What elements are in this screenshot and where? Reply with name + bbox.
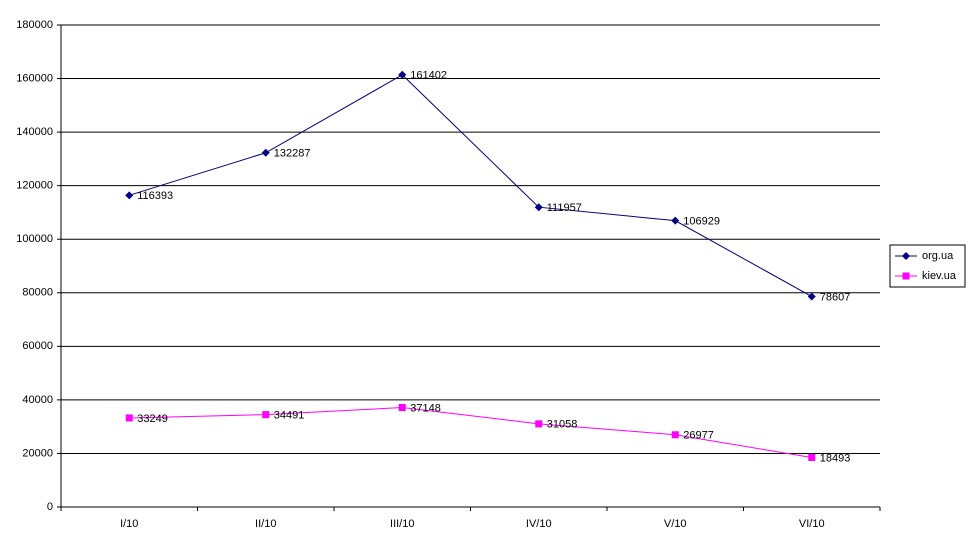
data-label: 111957 [547,202,582,214]
data-label: 37148 [410,402,441,414]
marker [125,191,134,200]
data-label: 34491 [274,410,305,422]
marker [902,252,910,260]
marker [398,70,407,79]
marker [671,216,680,225]
x-tick-label: I/10 [120,518,138,530]
legend-box [889,244,966,288]
y-tick-label: 60000 [22,340,53,352]
marker [398,404,406,412]
data-label: 33249 [137,413,168,425]
y-tick-label: 140000 [16,126,53,138]
marker [125,414,133,422]
marker [807,292,816,301]
y-tick-label: 160000 [16,72,53,84]
y-tick-label: 0 [47,501,53,513]
legend-label: kiev.ua [922,270,957,282]
marker [261,148,270,157]
y-tick-label: 20000 [22,447,53,459]
data-label: 31058 [547,419,578,431]
data-label: 106929 [683,216,720,228]
series-line [129,74,812,297]
y-tick-label: 120000 [16,180,53,192]
x-tick-label: V/10 [664,518,687,530]
marker [808,453,816,461]
series-line [129,407,812,458]
y-tick-label: 180000 [16,19,53,31]
x-tick-label: III/10 [390,518,414,530]
marker [535,420,543,428]
marker [671,431,679,439]
x-tick-label: VI/10 [799,518,825,530]
marker [902,272,910,280]
data-label: 116393 [137,190,173,202]
data-label: 132287 [274,148,311,160]
x-tick-label: IV/10 [526,518,552,530]
y-tick-label: 100000 [16,233,53,245]
y-tick-label: 40000 [22,394,53,406]
legend-label: org.ua [922,250,954,262]
y-tick-label: 80000 [22,287,53,299]
data-label: 78607 [820,291,851,303]
data-label: 26977 [683,430,714,442]
marker [262,411,270,419]
marker [534,203,543,212]
data-label: 161402 [410,70,447,82]
x-tick-label: II/10 [255,518,276,530]
data-label: 18493 [820,452,851,464]
